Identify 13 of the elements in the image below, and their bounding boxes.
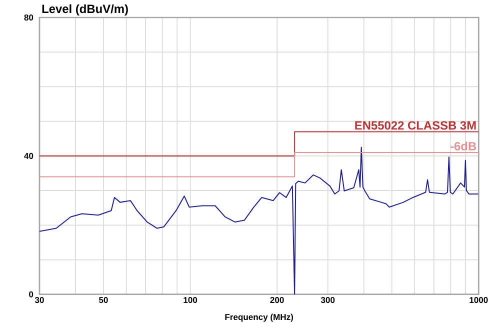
series-label: EN55022 CLASSB 3M	[355, 121, 476, 130]
y-tick-label: 0	[29, 292, 34, 298]
y-tick-label: 80	[24, 14, 34, 21]
y-tick-label: 40	[24, 153, 34, 160]
series-label: -6dB	[450, 142, 476, 151]
x-tick-label: 1000	[470, 297, 488, 304]
x-tick-label: 30	[34, 297, 44, 304]
x-axis-title: Frequency (MHz)	[225, 314, 294, 322]
x-tick-label: 50	[98, 297, 108, 304]
x-tick-label: 300	[320, 297, 335, 304]
x-tick-label: 200	[270, 297, 284, 304]
y-axis-title: Level (dBuV/m)	[42, 4, 128, 16]
x-tick-label: 100	[184, 297, 198, 304]
